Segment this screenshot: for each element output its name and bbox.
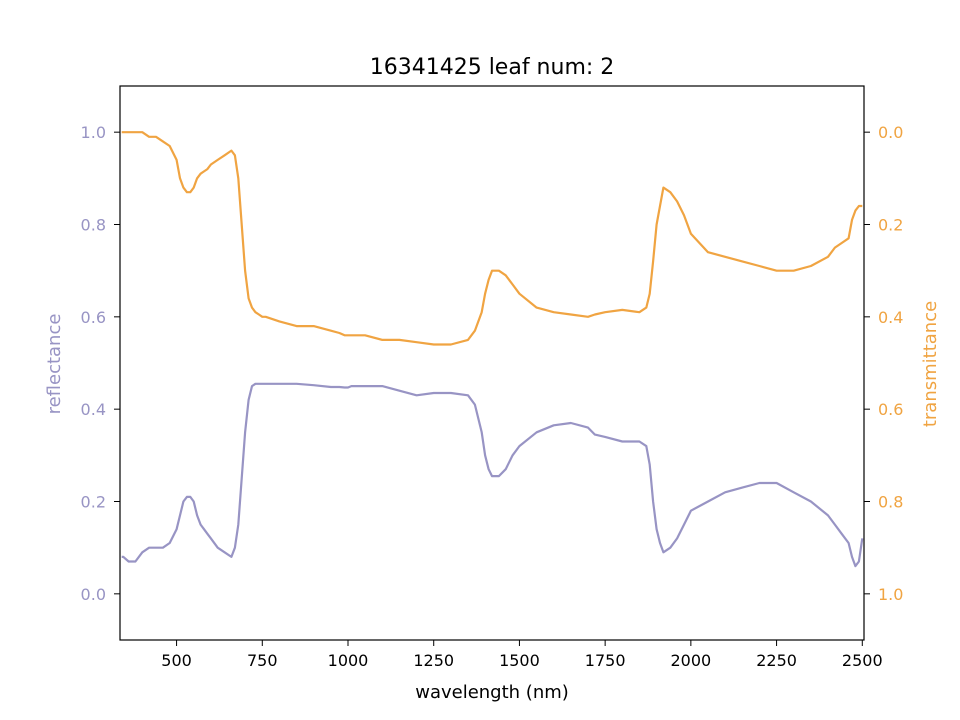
y-right-tick-label: 0.2 — [878, 216, 903, 235]
x-tick-label: 2250 — [756, 651, 797, 670]
y-left-tick-label: 0.8 — [81, 216, 106, 235]
x-tick-label: 1750 — [585, 651, 626, 670]
y-right-tick-label: 0.6 — [878, 400, 903, 419]
y-axis-left-title: reflectance — [44, 314, 65, 415]
plot-frame — [119, 85, 865, 641]
y-left-tick-label: 0.2 — [81, 493, 106, 512]
reflectance-line — [121, 382, 864, 568]
x-tick-label: 1000 — [328, 651, 369, 670]
y-right-tick-label: 0.8 — [878, 493, 903, 512]
y-axis-left: 0.0 0.2 0.4 0.6 0.8 1.0 — [81, 123, 120, 604]
x-tick-label: 750 — [247, 651, 278, 670]
y-axis-right: 0.0 0.2 0.4 0.6 0.8 1.0 — [864, 123, 903, 604]
y-left-tick-label: 1.0 — [81, 123, 106, 142]
x-tick-label: 1250 — [413, 651, 454, 670]
x-axis: 500 750 1000 1250 1500 1750 2000 2250 2500 — [161, 640, 883, 670]
y-axis-right-title: transmittance — [920, 301, 941, 427]
y-left-tick-label: 0.4 — [81, 400, 106, 419]
x-axis-title: wavelength (nm) — [415, 682, 569, 703]
x-tick-label: 2500 — [842, 651, 883, 670]
y-right-tick-label: 0.4 — [878, 308, 903, 327]
x-tick-label: 1500 — [499, 651, 540, 670]
x-tick-label: 2000 — [670, 651, 711, 670]
chart-title: 16341425 leaf num: 2 — [370, 55, 615, 80]
y-left-tick-label: 0.6 — [81, 308, 106, 327]
x-tick-label: 500 — [161, 651, 192, 670]
y-right-tick-label: 1.0 — [878, 585, 903, 604]
y-left-tick-label: 0.0 — [81, 585, 106, 604]
series-layer — [121, 131, 864, 568]
transmittance-line — [121, 131, 863, 346]
y-right-tick-label: 0.0 — [878, 123, 903, 142]
